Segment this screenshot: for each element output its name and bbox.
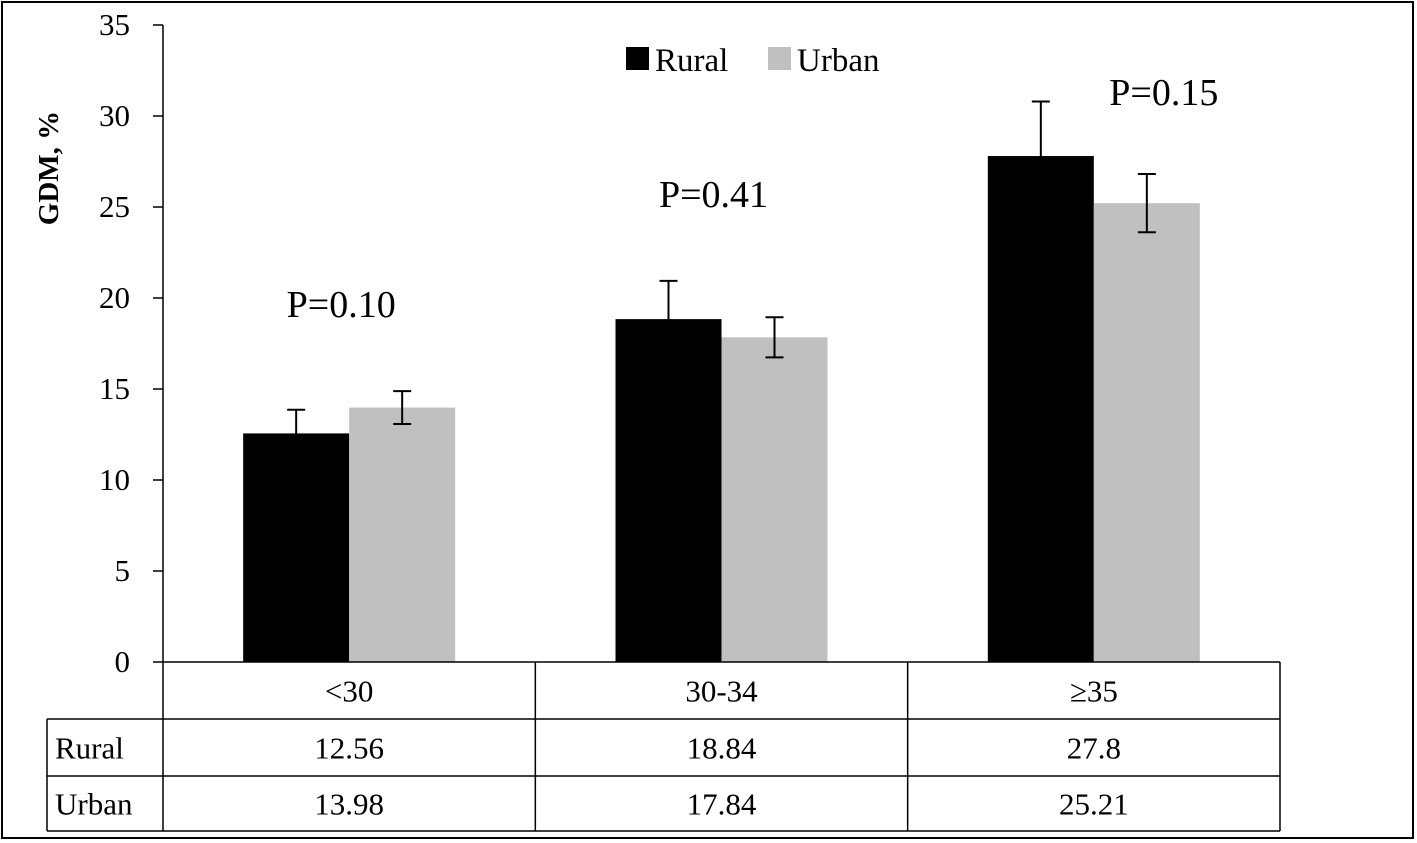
legend-swatch-urban <box>768 47 791 70</box>
y-tick-label: 10 <box>99 462 130 497</box>
x-tick-label: <30 <box>325 674 373 709</box>
p-value-label: P=0.10 <box>287 284 396 326</box>
y-tick-label: 5 <box>115 553 131 588</box>
p-value-label: P=0.41 <box>659 174 768 216</box>
table-cell: 13.98 <box>314 787 384 822</box>
y-tick-label: 25 <box>99 189 130 224</box>
x-tick-label: 30-34 <box>685 674 758 709</box>
legend-swatch-rural <box>626 47 649 70</box>
table-cell: 17.84 <box>687 787 757 822</box>
bar-urban-0 <box>349 407 456 662</box>
bar-urban-2 <box>1093 203 1200 663</box>
legend-label-rural: Rural <box>655 43 728 79</box>
legend-label-urban: Urban <box>797 43 879 79</box>
bars <box>243 100 1200 663</box>
bar-rural-1 <box>615 319 722 662</box>
table-row-label: Urban <box>55 787 133 822</box>
p-value-label: P=0.15 <box>1109 72 1218 114</box>
y-axis-label: GDM, % <box>33 111 65 225</box>
y-tick-label: 35 <box>99 7 130 42</box>
y-tick-label: 0 <box>115 644 131 679</box>
table-cell: 18.84 <box>687 731 757 766</box>
y-tick-label: 15 <box>99 371 130 406</box>
y-axis: 0 5 10 15 20 25 30 35 <box>99 7 164 679</box>
data-table: <30 30-34 ≥35 Rural 12.56 18.84 27.8 Urban 13.98… <box>46 661 1281 832</box>
x-tick-label: ≥35 <box>1070 674 1118 709</box>
y-tick-label: 20 <box>99 280 130 315</box>
bar-rural-0 <box>243 433 350 662</box>
bar-rural-2 <box>987 156 1094 663</box>
legend: Rural Urban <box>626 43 879 79</box>
y-tick-label: 30 <box>99 98 130 133</box>
p-value-annotations: P=0.10 P=0.41 P=0.15 <box>287 72 1219 326</box>
table-row-label: Rural <box>55 731 124 766</box>
table-cell: 27.8 <box>1067 731 1121 766</box>
table-cell: 25.21 <box>1059 787 1129 822</box>
table-cell: 12.56 <box>314 731 384 766</box>
bar-urban-1 <box>721 337 828 662</box>
